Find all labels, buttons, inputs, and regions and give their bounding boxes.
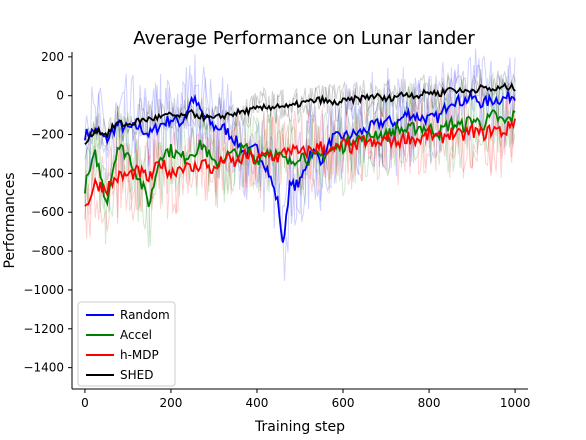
series-line-accel [84, 109, 516, 208]
axes [71, 52, 528, 390]
y-tick-label: −200 [31, 128, 64, 142]
y-tick-label: −1000 [23, 283, 64, 297]
x-tick-label: 200 [159, 396, 182, 410]
y-tick-label: −1400 [23, 361, 64, 375]
y-tick-label: −400 [31, 166, 64, 180]
ticks: 0 200 400 600 800 1000 −1400 −1200 −1000 −800 −600… [23, 50, 530, 410]
series-lines [84, 81, 516, 243]
legend-label-h-mdp: h-MDP [120, 348, 159, 362]
y-tick-label: −1200 [23, 322, 64, 336]
series-band-random [84, 54, 516, 240]
y-axis-title: Performances [2, 172, 18, 268]
legend-box [77, 301, 176, 387]
legend-label-random: Random [120, 308, 170, 322]
series-line-h-mdp [84, 118, 516, 207]
legend-label-accel: Accel [120, 328, 152, 342]
series-line-shed [84, 81, 516, 145]
x-tick-label: 1000 [500, 396, 531, 410]
y-tick-label: 0 [56, 89, 64, 103]
y-tick-label: −800 [31, 244, 64, 258]
y-tick-label: −600 [31, 205, 64, 219]
x-tick-label: 400 [246, 396, 269, 410]
series-line-random [84, 89, 516, 243]
series-variance-bands [84, 48, 516, 281]
x-tick-label: 600 [332, 396, 355, 410]
x-tick-label: 800 [418, 396, 441, 410]
legend-label-shed: SHED [120, 368, 153, 382]
legend: Random Accel h-MDP SHED [77, 301, 176, 387]
series-band-random [84, 48, 516, 281]
x-axis-title: Training step [254, 419, 345, 435]
chart-title: Average Performance on Lunar lander [133, 28, 475, 49]
y-tick-label: 200 [41, 50, 64, 64]
x-tick-label: 0 [81, 396, 89, 410]
